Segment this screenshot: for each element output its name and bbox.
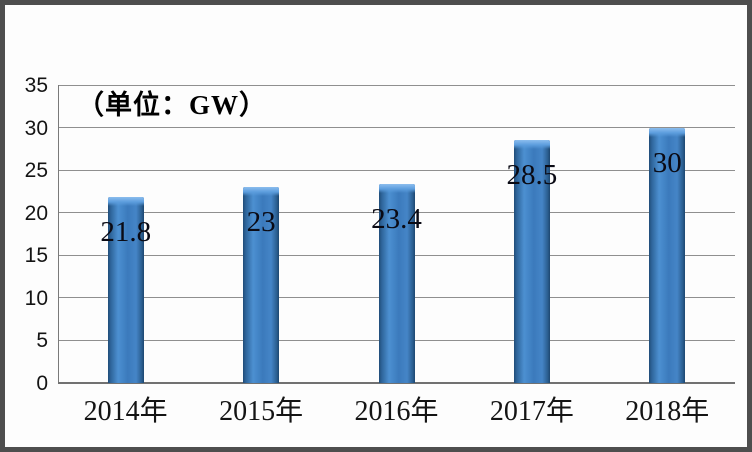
bar-2018年 — [649, 127, 686, 383]
gridline-30 — [58, 127, 735, 129]
bar-2014年 — [107, 197, 144, 383]
bar-2017年 — [513, 140, 550, 383]
y-axis-tick-label: 15 — [24, 244, 48, 268]
y-axis-line — [58, 85, 59, 383]
chart-unit-label: （单位：GW） — [77, 90, 268, 120]
y-axis-tick-label: 0 — [36, 372, 48, 395]
y-axis-tick-label: 30 — [24, 116, 48, 140]
bar-2016年 — [378, 183, 415, 383]
x-axis-line — [58, 382, 735, 384]
y-axis-tick-label: 10 — [24, 286, 48, 310]
x-axis-category-label: 2018年 — [625, 396, 710, 427]
bar-value-label: 23 — [246, 206, 276, 239]
x-axis-category-label: 2015年 — [219, 396, 304, 427]
x-axis-category-label: 2016年 — [354, 396, 439, 427]
bar-value-label: 21.8 — [100, 216, 152, 249]
bar-top-highlight — [107, 197, 144, 207]
y-axis-tick-label: 35 — [24, 74, 48, 97]
bar-top-highlight — [378, 183, 415, 193]
y-axis-tick-label: 5 — [36, 329, 48, 353]
x-axis-category-label: 2017年 — [489, 396, 574, 427]
gridline-35 — [58, 84, 735, 86]
bar-chart: （单位：GW） 0 5 10 15 20 25 30 35 21.8 2014年 23 2015年 23… — [5, 5, 747, 447]
bar-value-label: 23.4 — [371, 202, 422, 235]
bar-top-highlight — [513, 140, 550, 150]
y-axis-tick-label: 25 — [24, 159, 48, 183]
bar-2015年 — [243, 187, 280, 383]
bar-top-highlight — [649, 127, 686, 137]
y-axis-tick-label: 20 — [24, 201, 48, 225]
bar-top-highlight — [243, 187, 280, 197]
bar-value-label: 30 — [652, 146, 682, 179]
bar-value-label: 28.5 — [506, 159, 558, 192]
gridline-25 — [58, 169, 735, 171]
x-axis-category-label: 2014年 — [83, 396, 168, 427]
